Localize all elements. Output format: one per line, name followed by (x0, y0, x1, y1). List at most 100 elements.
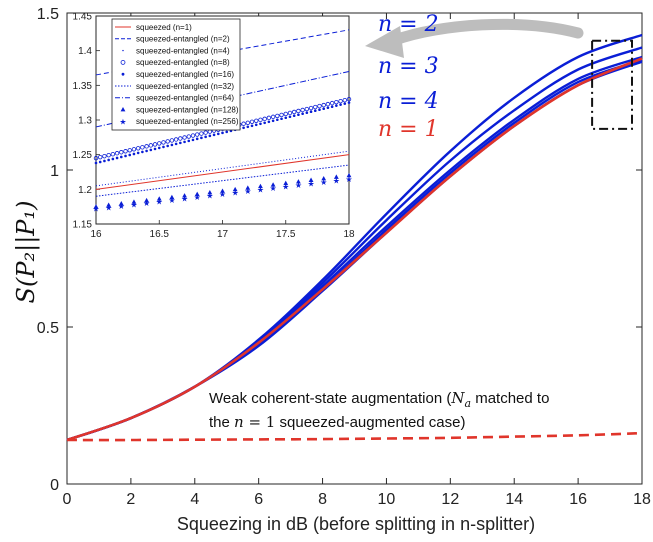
y-tick-label: 0 (50, 477, 59, 494)
zoom-arrow (389, 18, 584, 46)
inset-marker-n8 (178, 136, 183, 141)
inset-marker-n8 (203, 130, 208, 135)
inset-marker-n128 (346, 172, 352, 178)
inset-marker-n8 (258, 117, 263, 123)
inset-marker-n16 (301, 112, 304, 116)
inset-marker-n8 (321, 102, 326, 108)
inset-marker-n16 (94, 161, 98, 165)
inset-marker-n16 (271, 119, 275, 123)
x-axis-label: Squeezing in dB (before splitting in n-s… (177, 514, 535, 534)
inset-x-tick-label: 16.5 (150, 229, 170, 240)
inset-marker-n8 (123, 149, 128, 154)
zoom-region-box (591, 39, 633, 130)
inset-marker-n8 (182, 135, 187, 140)
inset-marker-n16 (166, 144, 169, 148)
inset-marker-n256: ★ (105, 203, 112, 212)
inset-marker-n8 (135, 146, 141, 151)
inset-marker-n16 (187, 139, 191, 143)
inset-marker-n8 (148, 143, 154, 148)
inset-marker-n16 (259, 122, 262, 126)
inset-marker-n128 (182, 193, 187, 198)
x-tick-label: 18 (633, 491, 651, 508)
inset-marker-n128 (169, 194, 175, 200)
inset-marker-n16 (318, 108, 321, 112)
inset-marker-n128 (333, 174, 339, 179)
inset-marker-n128 (232, 186, 238, 192)
inset-marker-n16 (216, 132, 220, 136)
inset-marker-n16 (191, 138, 195, 142)
inset-marker-n8 (283, 111, 288, 117)
inset-marker-n256: ★ (333, 176, 340, 185)
inset-marker-n16 (212, 133, 216, 137)
inset-marker-n16 (208, 134, 212, 138)
inset-marker-n8 (266, 115, 272, 121)
inset-marker-n128 (270, 182, 276, 187)
inset-y-tick-label: 1.15 (73, 220, 93, 231)
inset-marker-n128 (131, 199, 137, 204)
inset-marker-n16 (141, 150, 144, 154)
annotation-line-1: Weak coherent-state augmentation (Na mat… (209, 389, 549, 410)
inset-marker-n8 (93, 155, 99, 161)
inset-marker-n16 (200, 136, 203, 140)
inset-marker-n256: ★ (156, 197, 163, 206)
inset-marker-n16 (183, 140, 186, 144)
inset-marker-n8 (342, 97, 347, 103)
inset-x-tick-label: 16 (90, 229, 102, 240)
inset-marker-n16 (157, 146, 161, 150)
y-tick-label: 0.5 (37, 320, 59, 337)
main-y-axis: 0 0.5 1 1.5 (37, 6, 642, 494)
inset-marker-n16 (347, 101, 351, 104)
inset-marker-n256: ★ (206, 191, 213, 200)
inset-marker-n16 (204, 135, 207, 139)
inset-marker-n16 (136, 151, 140, 155)
inset-marker-n8 (241, 121, 246, 126)
inset-y-tick-label: 1.25 (73, 150, 93, 161)
series-label-n4: n = 4 (378, 89, 439, 114)
inset-marker-n16 (339, 103, 342, 106)
inset-marker-n8 (157, 141, 162, 146)
inset-marker-n8 (127, 148, 132, 153)
inset-marker-n16 (115, 156, 119, 160)
legend-label-5: squeezed-entangled (n=32) (136, 82, 234, 91)
inset-marker-n128 (156, 196, 162, 201)
inset-marker-n128 (321, 175, 327, 181)
legend-swatch-4 (121, 72, 125, 76)
series-label-n1: n = 1 (378, 117, 439, 142)
inset-marker-n8 (161, 140, 166, 145)
inset-marker-n16 (267, 120, 271, 124)
y-tick-label: 1 (50, 163, 59, 180)
inset-marker-n16 (221, 131, 224, 135)
inset-marker-n8 (119, 150, 124, 155)
inset-marker-n8 (110, 152, 116, 157)
inset-marker-n16 (179, 141, 182, 145)
inset-marker-n16 (297, 113, 300, 117)
inset-marker-n128 (144, 197, 149, 203)
legend-label-2: squeezed-entangled (n=4) (136, 46, 230, 55)
inset-marker-n16 (322, 107, 326, 110)
x-tick-label: 6 (254, 491, 263, 508)
inset-marker-n8 (169, 138, 175, 143)
series-label-n3: n = 3 (378, 54, 439, 79)
inset-x-tick-label: 18 (343, 229, 355, 240)
inset-plot: 1.15 1.2 1.25 1.3 1.35 1.4 1.45 16 16.5 17 17.5 18… (73, 12, 355, 241)
inset-marker-n8 (165, 139, 170, 144)
x-tick-label: 16 (569, 491, 587, 508)
inset-marker-n128 (207, 190, 213, 195)
inset-marker-n16 (98, 160, 102, 164)
inset-marker-n16 (276, 118, 279, 122)
inset-marker-n16 (149, 148, 153, 152)
inset-marker-n8 (287, 110, 293, 116)
legend-label-4: squeezed-entangled (n=16) (136, 70, 234, 79)
inset-marker-n256: ★ (92, 205, 99, 214)
inset-y-tick-label: 1.4 (78, 46, 92, 57)
inset-marker-n128 (283, 180, 289, 186)
inset-marker-n16 (124, 154, 127, 158)
inset-marker-n8 (144, 144, 149, 149)
inset-marker-n16 (225, 130, 229, 134)
inset-marker-n256: ★ (181, 194, 188, 203)
inset-marker-n8 (325, 101, 331, 107)
inset-line-n1 (95, 154, 350, 190)
inset-x-tick-label: 17 (217, 229, 229, 240)
inset-marker-n16 (246, 125, 250, 129)
inset-marker-n128 (296, 179, 301, 184)
